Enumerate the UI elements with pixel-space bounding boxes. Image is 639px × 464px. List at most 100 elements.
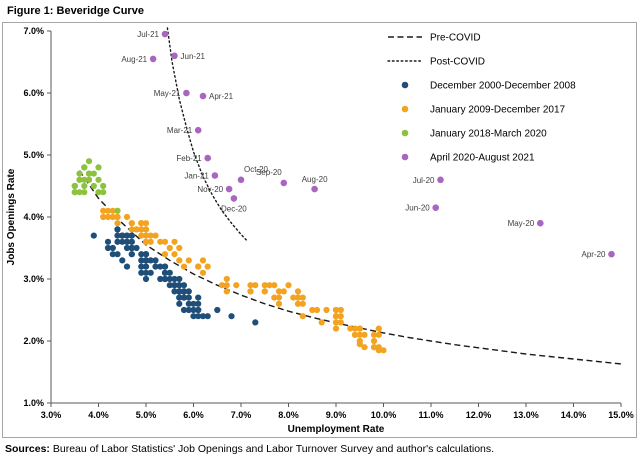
data-point <box>166 244 173 252</box>
x-tick-label: 3.0% <box>41 410 62 420</box>
legend-label: Pre-COVID <box>430 33 481 44</box>
point-label: Aug-20 <box>302 175 328 184</box>
legend-label: Post-COVID <box>430 57 485 68</box>
data-point <box>90 182 97 190</box>
data-point <box>128 220 135 227</box>
data-point <box>152 257 159 264</box>
legend-swatch <box>401 81 409 89</box>
data-point <box>370 344 378 351</box>
series-january-2018-march-2020 <box>71 158 121 214</box>
data-point <box>271 294 278 301</box>
data-point <box>309 306 316 314</box>
data-point <box>176 288 183 295</box>
data-point <box>123 232 131 239</box>
legend-swatch <box>401 129 409 137</box>
data-point <box>204 154 211 162</box>
data-point <box>275 288 283 295</box>
data-point <box>119 257 126 264</box>
y-axis-title: Jobs Openings Rate <box>6 168 17 265</box>
point-label: Jul-21 <box>137 30 159 39</box>
data-point <box>180 306 188 314</box>
data-point <box>280 288 287 295</box>
legend-swatch <box>401 105 409 113</box>
data-point <box>356 341 363 348</box>
data-point <box>375 325 382 332</box>
x-tick-label: 12.0% <box>466 410 492 420</box>
series-december-2000-december-2008 <box>90 226 259 326</box>
data-point <box>228 313 235 320</box>
data-point <box>299 294 306 301</box>
data-point <box>195 313 202 320</box>
data-point <box>109 207 116 214</box>
figure-title: Figure 1: Beveridge Curve <box>7 5 144 17</box>
data-point <box>190 300 197 307</box>
data-point <box>223 275 230 283</box>
data-point <box>161 263 169 270</box>
curve-pre-covid <box>78 170 622 365</box>
sources-note: Sources: Bureau of Labor Statistics' Job… <box>0 438 639 455</box>
data-point <box>356 331 363 338</box>
data-point <box>109 244 116 252</box>
data-point <box>166 275 173 283</box>
x-tick-label: 15.0% <box>608 410 634 420</box>
data-point <box>199 92 207 100</box>
data-point <box>171 288 178 295</box>
data-point <box>183 89 190 97</box>
data-point <box>147 257 154 264</box>
data-point <box>142 263 150 270</box>
x-tick-label: 8.0% <box>278 410 299 420</box>
data-point <box>199 313 207 320</box>
data-point <box>290 294 297 301</box>
point-label: Jun-21 <box>181 52 206 61</box>
data-point <box>375 331 382 338</box>
data-point <box>185 300 192 307</box>
data-point <box>211 172 219 179</box>
data-point <box>190 306 197 314</box>
data-point <box>114 220 121 227</box>
data-point <box>176 257 183 264</box>
point-label: Sep-20 <box>256 168 282 177</box>
data-point <box>195 263 202 270</box>
point-label: Apr-20 <box>581 250 606 259</box>
point-label: Jul-20 <box>413 176 435 185</box>
data-point <box>171 282 178 289</box>
data-point <box>285 282 292 289</box>
data-point <box>195 306 202 314</box>
data-point <box>351 331 359 338</box>
data-point <box>142 232 150 239</box>
data-point <box>185 288 192 295</box>
data-point <box>195 300 202 307</box>
data-point <box>147 238 154 245</box>
data-point <box>252 319 259 326</box>
point-label: Oct-20 <box>244 165 269 174</box>
data-point <box>313 306 321 314</box>
data-point <box>76 189 83 196</box>
data-point <box>176 300 183 307</box>
x-tick-label: 4.0% <box>88 410 109 420</box>
data-point <box>142 220 150 227</box>
data-point <box>100 207 107 214</box>
data-point <box>299 300 306 307</box>
data-point <box>261 282 268 289</box>
point-label: Jan-21 <box>184 171 209 180</box>
data-point <box>176 275 183 283</box>
y-tick-label: 1.0% <box>23 398 44 408</box>
data-point <box>280 179 288 187</box>
data-point <box>76 170 83 177</box>
data-point <box>361 331 368 338</box>
data-point <box>218 282 226 289</box>
data-point <box>100 189 107 196</box>
data-point <box>361 344 368 351</box>
data-point <box>176 294 183 301</box>
legend-label: December 2000-December 2008 <box>430 81 576 92</box>
data-point <box>370 331 378 338</box>
data-point <box>147 269 154 276</box>
data-point <box>142 238 150 245</box>
data-point <box>252 282 259 289</box>
series-january-2009-december-2017 <box>100 207 387 354</box>
data-point <box>128 244 135 252</box>
data-point <box>161 238 169 245</box>
data-point <box>114 207 121 214</box>
data-point <box>318 319 325 326</box>
